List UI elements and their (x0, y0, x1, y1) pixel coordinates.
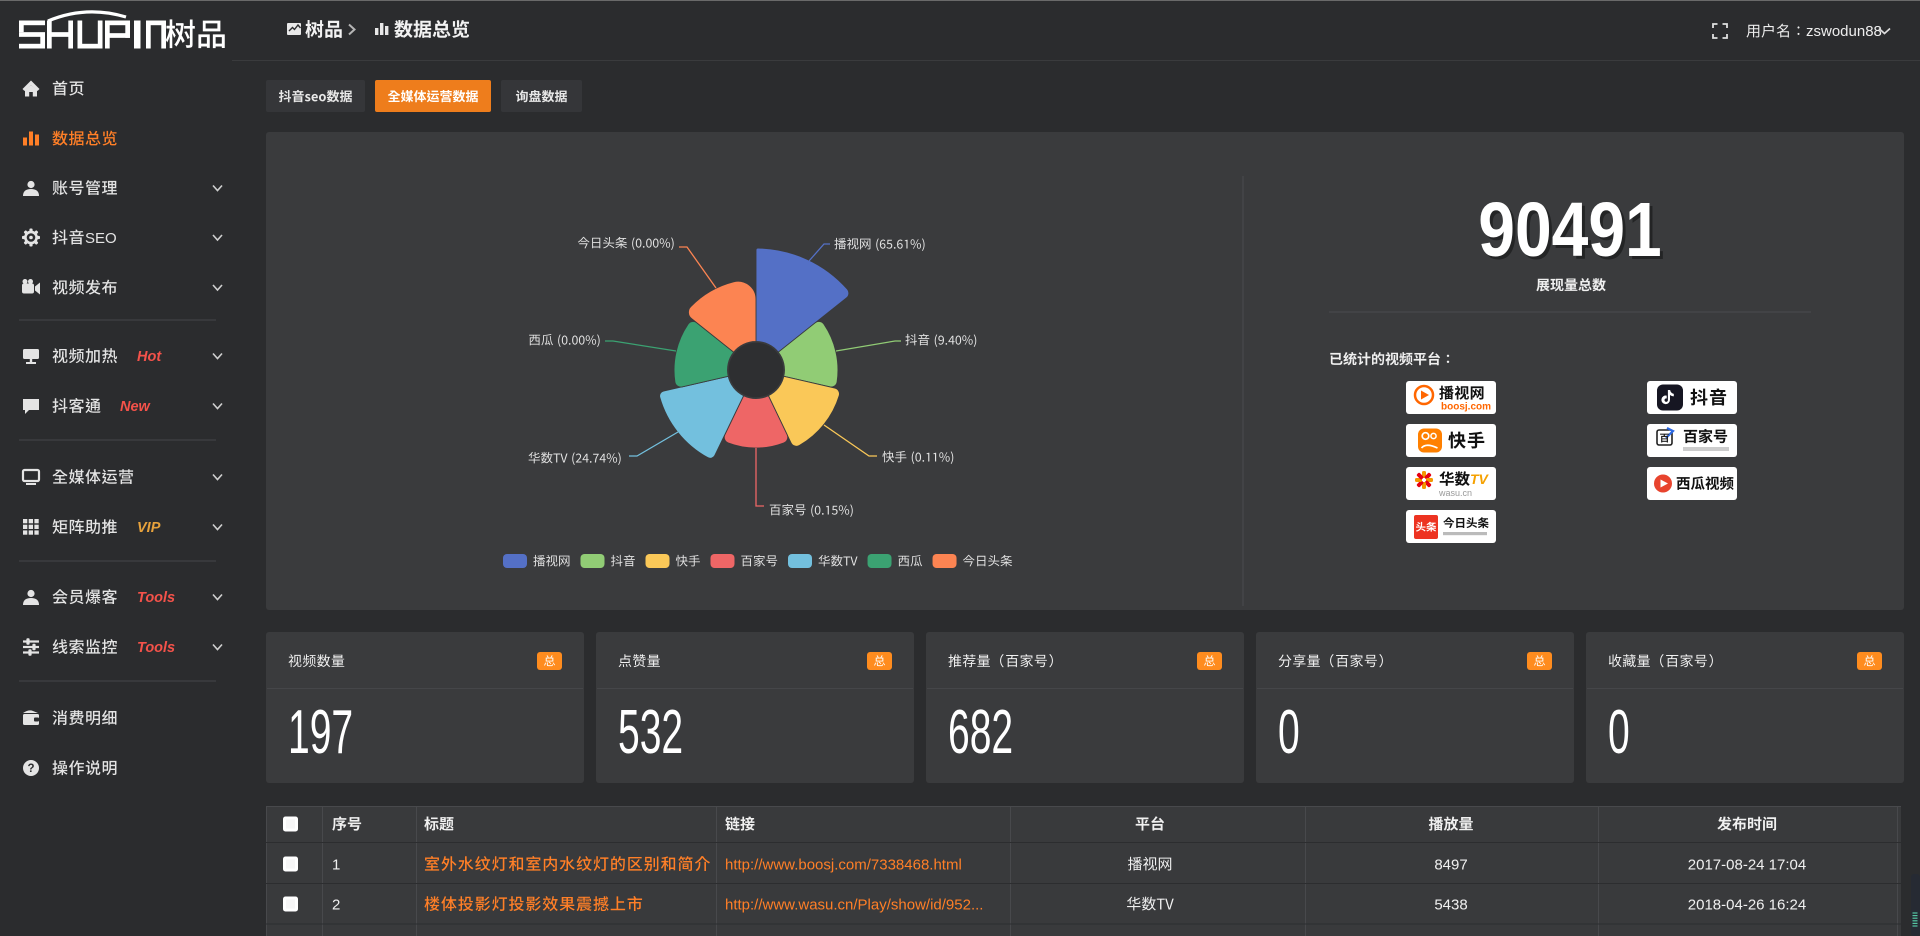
svg-text:2: 2 (332, 897, 340, 914)
svg-text:New: New (120, 399, 152, 415)
svg-text:http://www.boosj.com/7338468.h: http://www.boosj.com/7338468.html (725, 857, 962, 874)
svg-text:Tools: Tools (137, 640, 175, 656)
svg-text:0: 0 (1278, 697, 1300, 766)
svg-text:90491: 90491 (1478, 187, 1661, 273)
svg-text:5438: 5438 (1434, 897, 1467, 914)
svg-text:?: ? (27, 763, 34, 775)
svg-text:zswodun88: zswodun88 (1806, 23, 1882, 40)
svg-text:wasu.cn: wasu.cn (1438, 488, 1472, 498)
svg-text:VIP: VIP (137, 520, 161, 536)
svg-text:90491: 90491 (1481, 190, 1664, 276)
svg-text:532: 532 (618, 697, 683, 766)
svg-text:Hot: Hot (137, 349, 162, 365)
svg-text:0: 0 (1608, 697, 1630, 766)
svg-text:197: 197 (288, 697, 353, 766)
svg-text:TV: TV (1470, 471, 1490, 487)
svg-text:2018-04-26 16:24: 2018-04-26 16:24 (1688, 897, 1806, 914)
svg-text:2017-08-24 17:04: 2017-08-24 17:04 (1688, 857, 1806, 874)
svg-text:8497: 8497 (1434, 857, 1467, 874)
svg-text:SEO: SEO (85, 230, 117, 247)
svg-text:1: 1 (332, 857, 340, 874)
svg-text:http://www.wasu.cn/Play/show/i: http://www.wasu.cn/Play/show/id/952... (725, 897, 983, 914)
svg-text:682: 682 (948, 697, 1013, 766)
svg-text:boosj.com: boosj.com (1441, 402, 1491, 413)
svg-text:Tools: Tools (137, 590, 175, 606)
